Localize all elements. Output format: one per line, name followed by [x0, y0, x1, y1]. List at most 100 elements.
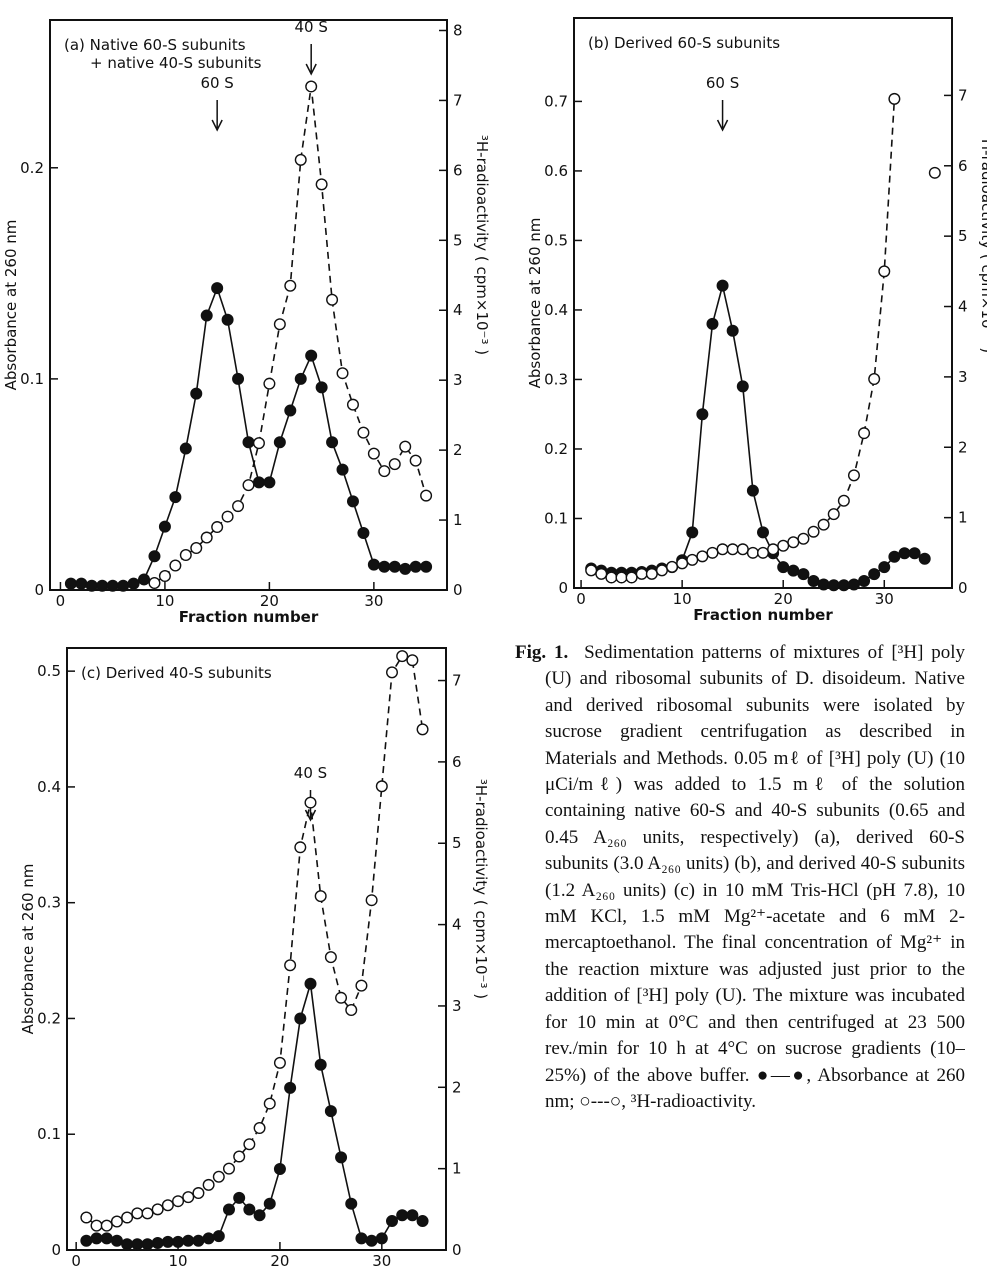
data-point — [80, 1211, 93, 1224]
data-point — [304, 796, 317, 809]
data-point — [399, 562, 412, 575]
y-tick-label: 0.2 — [544, 440, 568, 458]
data-point — [605, 571, 618, 584]
data-point — [127, 577, 140, 590]
data-point — [378, 560, 391, 573]
data-point — [716, 279, 729, 292]
data-point — [767, 543, 780, 556]
y-tick-label: 0 — [34, 581, 44, 599]
data-point — [200, 309, 213, 322]
data-point — [585, 564, 598, 577]
y2-tick-label: 6 — [453, 161, 463, 179]
data-point — [106, 579, 119, 592]
data-point — [263, 1097, 276, 1110]
y2-tick-label: 0 — [958, 579, 968, 597]
annotation: 60 S — [706, 74, 739, 92]
data-point — [233, 1150, 246, 1163]
y2-tick-label: 1 — [958, 509, 968, 527]
y2-tick-label: 4 — [452, 916, 462, 934]
data-point — [212, 1170, 225, 1183]
x-tick-label: 30 — [875, 590, 894, 608]
data-point — [837, 494, 850, 507]
data-point — [151, 1203, 164, 1216]
data-point — [777, 561, 790, 574]
annotation: 40 S — [294, 18, 327, 36]
data-point — [96, 579, 109, 592]
data-point — [141, 1207, 154, 1220]
data-point — [420, 560, 433, 573]
data-point — [131, 1238, 144, 1251]
y2-axis-label: ³H-radioactivity ( cpm×10⁻³ ) — [978, 133, 987, 353]
data-point — [635, 567, 648, 580]
data-point — [375, 1232, 388, 1245]
y2-axis-label: ³H-radioactivity ( cpm×10⁻³ ) — [473, 135, 491, 355]
data-point — [345, 1197, 358, 1210]
data-point — [141, 1238, 154, 1251]
data-point — [847, 469, 860, 482]
data-point — [222, 1203, 235, 1216]
y-tick-label: 0.5 — [544, 231, 568, 249]
data-point — [858, 427, 871, 440]
panel-subtitle: + native 40-S subunits — [90, 54, 262, 72]
arrow-head — [304, 809, 317, 822]
data-point — [158, 520, 171, 533]
data-point — [858, 575, 871, 588]
x-tick-label: 10 — [673, 590, 692, 608]
data-point — [807, 575, 820, 588]
data-point — [182, 1191, 195, 1204]
data-point — [243, 1203, 256, 1216]
y-tick-label: 0 — [558, 579, 568, 597]
data-point — [121, 1211, 134, 1224]
data-point — [797, 568, 810, 581]
y-axis-label: Absorbance at 260 nm — [526, 218, 544, 389]
data-point — [75, 577, 88, 590]
data-point — [409, 454, 422, 467]
data-point — [706, 317, 719, 330]
data-point — [232, 500, 245, 513]
data-point — [202, 1232, 215, 1245]
data-point — [138, 573, 151, 586]
x-tick-label: 20 — [774, 590, 793, 608]
data-point — [151, 1237, 164, 1250]
series-line — [591, 285, 926, 587]
data-point — [416, 1215, 429, 1228]
data-point — [232, 372, 245, 385]
y2-tick-label: 6 — [958, 157, 968, 175]
data-point — [797, 532, 810, 545]
data-point — [263, 476, 276, 489]
data-point — [169, 559, 182, 572]
data-point — [357, 426, 370, 439]
data-point — [242, 479, 255, 492]
data-point — [294, 153, 307, 166]
data-point — [315, 178, 328, 191]
y2-tick-label: 2 — [453, 441, 463, 459]
data-point — [253, 1121, 266, 1134]
data-point — [100, 1232, 113, 1245]
data-point — [399, 440, 412, 453]
data-point — [595, 567, 608, 580]
data-point — [386, 666, 399, 679]
data-point — [326, 293, 339, 306]
data-point — [777, 539, 790, 552]
data-point — [64, 577, 77, 590]
data-point — [396, 1209, 409, 1222]
data-point — [746, 484, 759, 497]
data-point — [221, 313, 234, 326]
data-point — [757, 526, 770, 539]
data-point — [273, 1162, 286, 1175]
data-point — [148, 550, 161, 563]
data-point — [324, 1105, 337, 1118]
data-point — [787, 564, 800, 577]
data-point — [273, 318, 286, 331]
y2-tick-label: 8 — [453, 21, 463, 39]
data-point — [406, 1209, 419, 1222]
data-point — [243, 1138, 256, 1151]
data-point — [757, 546, 770, 559]
data-point — [324, 951, 337, 964]
data-point — [409, 560, 422, 573]
y2-tick-label: 2 — [452, 1078, 462, 1096]
y-tick-label: 0.1 — [20, 370, 44, 388]
data-point — [918, 552, 931, 565]
x-tick-label: 0 — [576, 590, 586, 608]
